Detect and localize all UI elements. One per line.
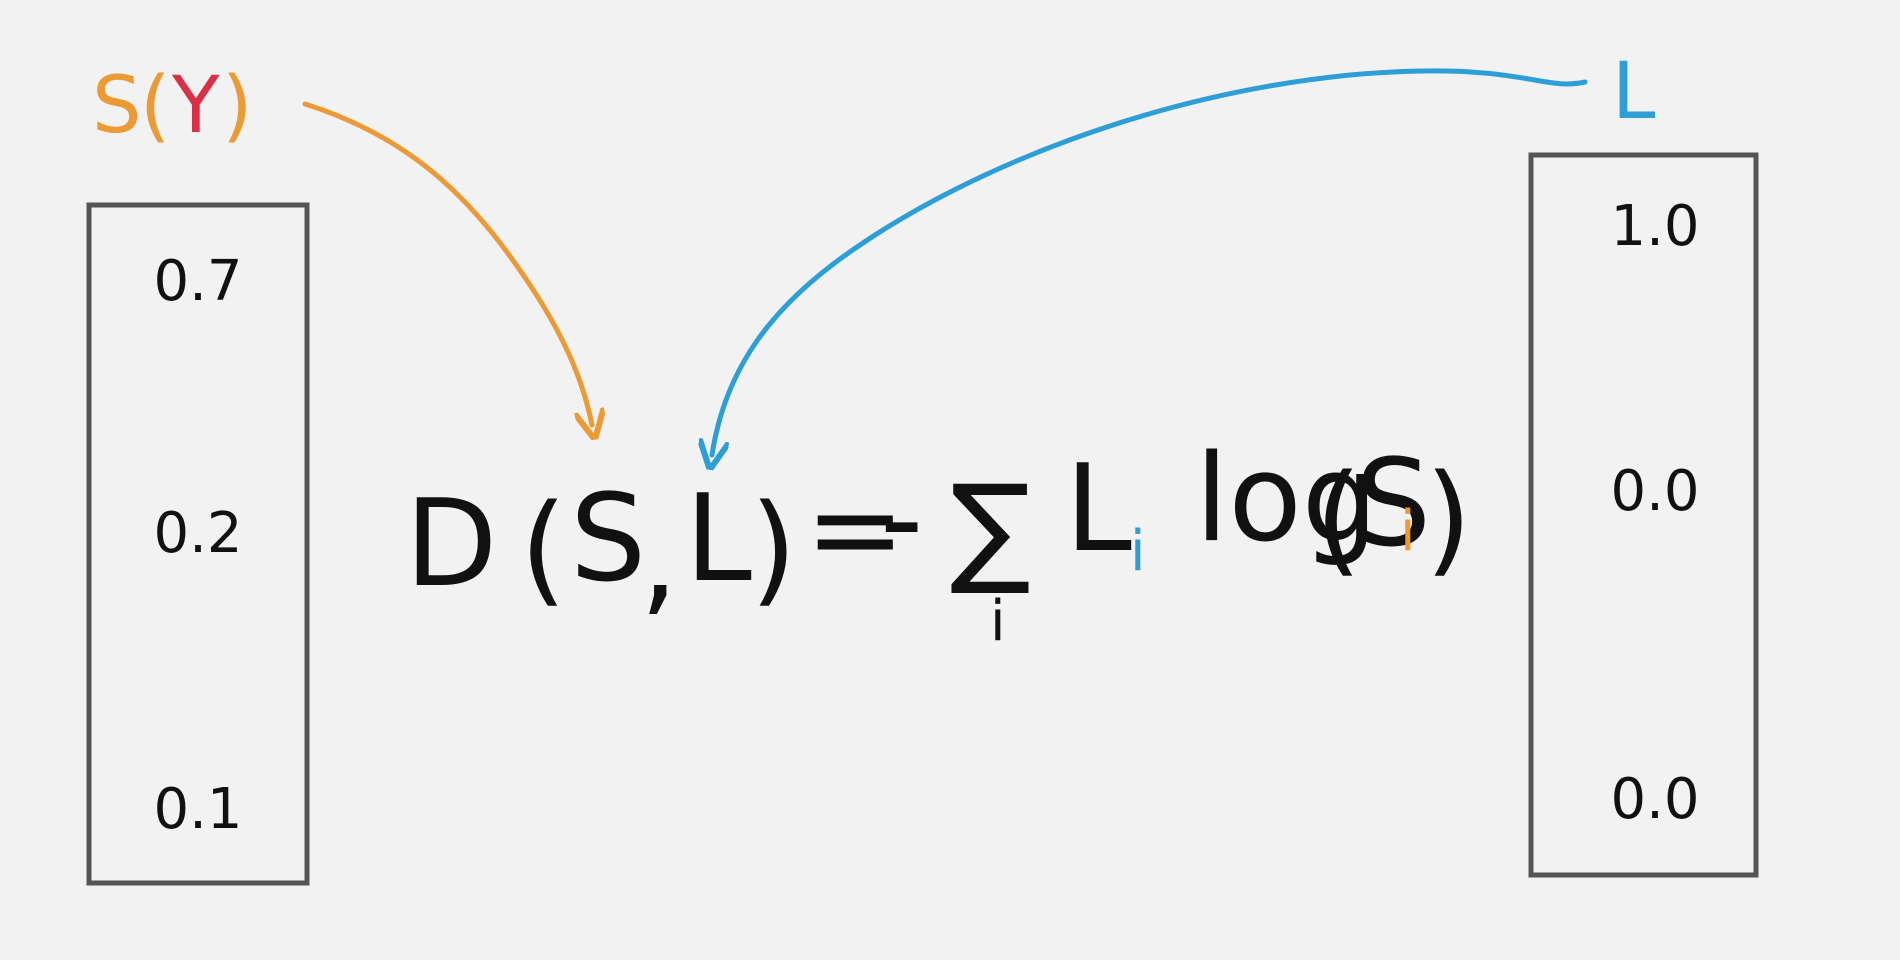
- left-vector-value-2: 0.1: [153, 777, 242, 842]
- left-label-close-paren: ): [222, 61, 252, 151]
- left-label-s: S: [92, 61, 142, 151]
- eq-d: D: [405, 475, 497, 614]
- eq-s: S: [570, 470, 646, 609]
- eq-close-paren-2: ): [1425, 450, 1472, 589]
- eq-sum-index: i: [990, 589, 1006, 654]
- eq-minus: -: [880, 450, 923, 589]
- left-vector: 0.7 0.2 0.1: [86, 202, 310, 886]
- right-vector-value-2: 0.0: [1610, 767, 1699, 832]
- left-label-y: Y: [171, 61, 220, 151]
- eq-log: log: [1195, 430, 1378, 569]
- eq-l-i: L: [1065, 440, 1132, 579]
- eq-s-i-sub: i: [1400, 499, 1416, 564]
- right-vector-label: L: [1612, 47, 1656, 137]
- right-vector-value-0: 1.0: [1610, 194, 1699, 259]
- eq-close-paren: ): [750, 480, 797, 619]
- eq-s-i: S: [1355, 435, 1431, 574]
- left-vector-label: S ( Y ): [92, 61, 252, 151]
- eq-l-i-sub: i: [1130, 519, 1146, 584]
- orange-arrow: [302, 101, 592, 425]
- left-vector-value-1: 0.2: [153, 501, 242, 566]
- right-vector-value-1: 0.0: [1610, 459, 1699, 524]
- equation: D ( S , L ) = - ∑ i L i log ( S i ): [405, 430, 1472, 654]
- left-vector-value-0: 0.7: [153, 249, 242, 314]
- left-label-open-paren: (: [140, 61, 170, 151]
- left-vector-box: [86, 202, 310, 886]
- right-vector: 1.0 0.0 0.0: [1528, 152, 1759, 878]
- eq-l: L: [685, 470, 752, 609]
- blue-arrow: [712, 68, 1588, 455]
- eq-open-paren-2: (: [1315, 450, 1362, 589]
- eq-sum: ∑: [950, 460, 1031, 599]
- eq-open-paren: (: [520, 480, 567, 619]
- right-vector-box: [1528, 152, 1759, 878]
- eq-equals: =: [805, 460, 906, 599]
- eq-comma: ,: [640, 490, 678, 629]
